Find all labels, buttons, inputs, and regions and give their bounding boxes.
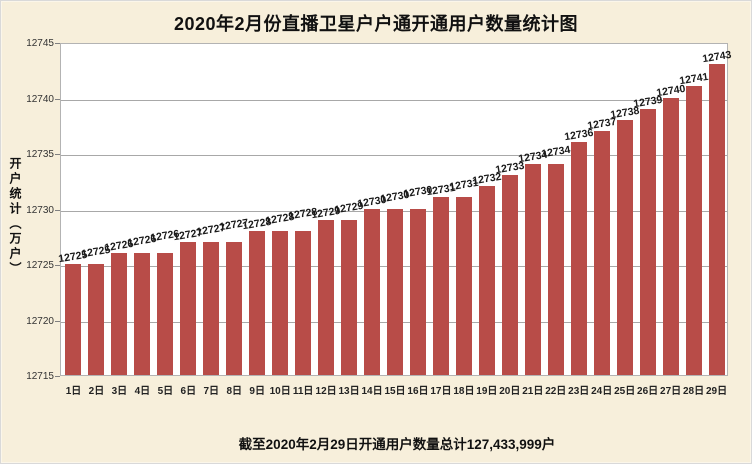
y-tick-mark	[55, 43, 60, 44]
plot-area: 12725 1日 12725 2日 12726 3日 12726 4日 12726 5日 12727…	[58, 43, 732, 397]
x-tick-label: 28日	[682, 386, 705, 397]
bar-9日	[249, 230, 266, 375]
x-tick-label: 10日	[269, 386, 291, 397]
bar-7日	[203, 241, 220, 375]
x-tick-label: 4日	[134, 386, 151, 397]
bar-15日	[387, 208, 403, 375]
y-axis-title: 开户统计（万户）	[8, 157, 22, 277]
bar-25日	[616, 119, 633, 375]
x-tick-label: 25日	[614, 386, 636, 397]
x-tick-label: 15日	[384, 386, 406, 397]
x-tick-label: 18日	[453, 386, 475, 397]
x-tick-label: 3日	[111, 386, 128, 397]
y-tick-mark	[55, 98, 60, 100]
bar-24日	[593, 130, 610, 375]
chart-footnote: 截至2020年2月29日开通用户数量总计127,433,999户	[238, 437, 556, 452]
y-tick-mark	[55, 376, 60, 377]
y-tick-label: 12725	[26, 260, 54, 271]
bar-value-label: 12734	[540, 143, 572, 161]
x-tick-label: 26日	[637, 386, 659, 397]
bar-12日	[318, 219, 335, 375]
bar-19日	[478, 186, 495, 375]
x-tick-label: 29日	[705, 386, 728, 397]
x-tick-label: 7日	[203, 386, 220, 397]
x-tick-label: 12日	[315, 386, 337, 397]
x-tick-label: 6日	[180, 386, 197, 397]
bar-8日	[226, 241, 243, 375]
y-tick-mark	[55, 209, 60, 211]
x-tick-label: 5日	[157, 386, 174, 397]
x-tick-label: 1日	[65, 386, 82, 397]
y-tick-label: 12740	[26, 93, 54, 105]
y-tick-mark	[55, 154, 60, 155]
x-tick-label: 2日	[88, 386, 105, 397]
bar-3日	[111, 252, 128, 375]
bar-14日	[364, 208, 381, 375]
x-tick-label: 19日	[476, 386, 498, 397]
y-tick-label: 12745	[26, 38, 54, 49]
bar-2日	[88, 264, 105, 375]
y-tick-label: 12735	[26, 149, 54, 160]
gridline	[61, 155, 727, 156]
bar-10日	[272, 230, 289, 375]
x-tick-label: 13日	[338, 386, 360, 397]
y-tick-mark	[55, 320, 60, 322]
y-tick-label: 12730	[26, 204, 54, 216]
bar-17日	[432, 197, 449, 375]
x-tick-label: 9日	[249, 386, 265, 397]
x-tick-label: 23日	[568, 386, 590, 397]
x-tick-label: 20日	[499, 386, 521, 397]
x-tick-label: 24日	[591, 386, 613, 397]
x-tick-label: 22日	[545, 386, 567, 397]
bar-6日	[180, 241, 197, 375]
y-tick-label: 12715	[26, 371, 54, 382]
bar-16日	[409, 208, 426, 375]
bar-26日	[639, 108, 656, 375]
x-tick-label: 8日	[226, 386, 243, 397]
bar-28日	[685, 86, 702, 375]
bar-20日	[501, 175, 518, 375]
bar-23日	[570, 141, 587, 375]
bar-13日	[341, 219, 358, 375]
bar-11日	[295, 230, 312, 375]
y-tick-label: 12720	[26, 315, 54, 327]
x-tick-label: 11日	[292, 386, 314, 397]
gridline	[61, 99, 727, 101]
bar-27日	[662, 97, 679, 375]
chart-title: 2020年2月份直播卫星户户通开通用户数量统计图	[173, 14, 579, 34]
bar-29日	[708, 64, 725, 375]
bar-1日	[65, 264, 82, 375]
bar-4日	[134, 252, 151, 375]
bar-18日	[455, 197, 472, 375]
x-tick-label: 27日	[660, 386, 682, 397]
y-tick-mark	[55, 265, 60, 266]
bar-21日	[524, 164, 541, 375]
x-tick-label: 21日	[522, 386, 544, 397]
x-tick-label: 14日	[361, 386, 383, 397]
bar-5日	[157, 252, 174, 375]
bar-22日	[547, 164, 564, 375]
x-tick-label: 17日	[430, 386, 452, 397]
x-tick-label: 16日	[407, 386, 429, 397]
